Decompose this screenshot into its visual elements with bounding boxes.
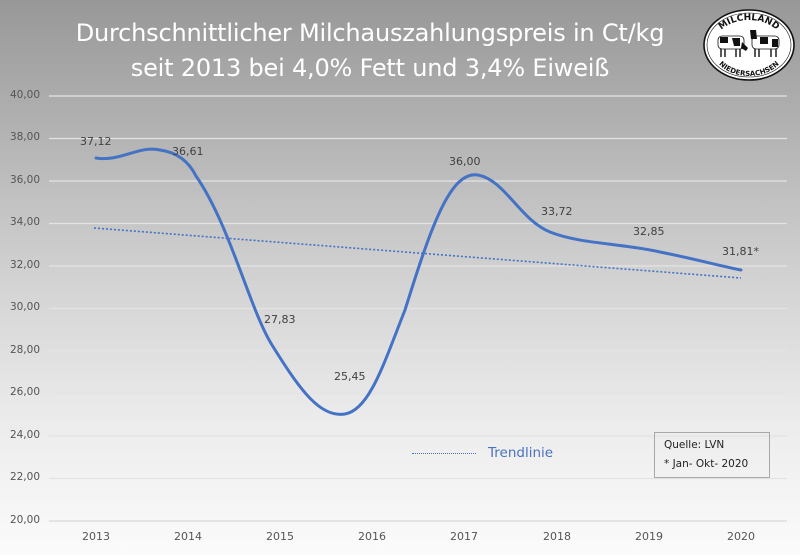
trendline [93,227,742,279]
y-tick: 26,00 [9,386,40,398]
milchland-logo-icon: MILCHLAND NIEDERSACHSEN [703,9,795,81]
source-note-box: Quelle: LVN * Jan- Okt- 2020 [654,432,770,478]
x-tick: 2013 [82,530,110,543]
x-tick: 2017 [450,530,478,543]
x-tick: 2019 [635,530,663,543]
x-tick: 2016 [358,530,386,543]
data-label: 31,81* [722,245,759,258]
y-tick: 22,00 [9,471,40,483]
data-label: 36,61 [172,145,204,158]
data-label: 27,83 [264,313,296,326]
legend: Trendlinie [412,445,553,461]
x-tick: 2015 [266,530,294,543]
y-tick: 36,00 [9,174,40,186]
x-tick: 2020 [727,530,755,543]
chart-title-line2: seit 2013 bei 4,0% Fett und 3,4% Eiweiß [130,54,610,82]
data-label: 33,72 [541,205,573,218]
data-label: 36,00 [449,155,481,168]
legend-label-trendline: Trendlinie [488,445,554,461]
y-tick: 30,00 [9,301,40,313]
x-tick: 2014 [174,530,202,543]
y-tick: 32,00 [9,259,40,271]
x-tick: 2018 [543,530,571,543]
gridlines [49,95,787,522]
source-label: Quelle: LVN [664,439,725,451]
y-tick: 38,00 [9,131,40,143]
cow-icon [717,35,748,57]
y-tick: 34,00 [9,216,40,228]
data-label: 25,45 [334,370,366,383]
price-series-line [94,147,743,416]
trendline-legend-swatch [412,452,476,454]
y-tick: 24,00 [9,429,40,441]
footnote-label: * Jan- Okt- 2020 [664,458,749,470]
chart-title: Durchschnittlicher Milchauszahlungspreis… [0,16,740,86]
y-tick: 40,00 [9,89,40,101]
y-tick: 28,00 [9,344,40,356]
data-label: 32,85 [633,225,665,238]
data-label: 37,12 [80,135,112,148]
y-tick: 20,00 [9,514,40,526]
cow-icon [750,30,780,57]
chart-title-line1: Durchschnittlicher Milchauszahlungspreis… [75,19,665,47]
